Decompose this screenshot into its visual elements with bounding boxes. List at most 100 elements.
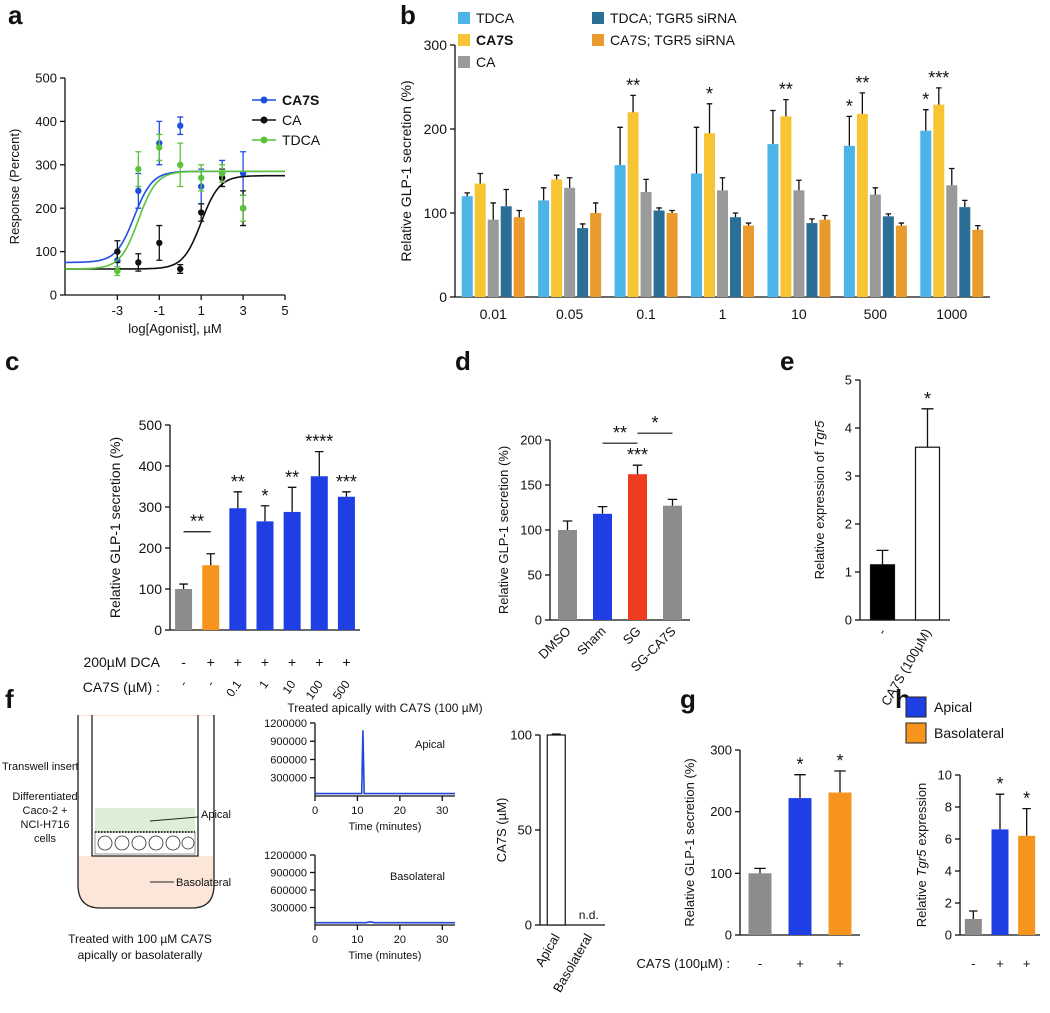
error-bar bbox=[632, 464, 643, 475]
y-tick-label: 1200000 bbox=[264, 850, 307, 862]
row-value: + bbox=[315, 654, 323, 670]
chart-title: Treated apically with CA7S (100 µM) bbox=[287, 701, 482, 715]
y-tick-label: 3 bbox=[845, 469, 852, 484]
bar bbox=[793, 190, 805, 297]
x-tick-label: 30 bbox=[436, 934, 448, 946]
x-tick-label: 5 bbox=[281, 303, 288, 318]
y-axis-label-part: Tgr5 bbox=[812, 420, 827, 448]
x-tick-label: 0.05 bbox=[556, 306, 583, 322]
error-bar bbox=[876, 549, 889, 565]
caption: Treated with 100 µM CA7S bbox=[68, 932, 212, 946]
error-bar bbox=[260, 505, 270, 522]
significance: ** bbox=[285, 467, 299, 487]
row-value: - bbox=[758, 956, 762, 971]
x-axis-label: Time (minutes) bbox=[349, 821, 422, 833]
label: Caco-2 + bbox=[23, 805, 68, 817]
y-tick-label: 300 bbox=[139, 499, 163, 515]
error-bar bbox=[969, 910, 978, 919]
y-tick-label: 0 bbox=[50, 288, 57, 303]
error-bar bbox=[179, 583, 188, 589]
x-axis-label: log[Agonist], µM bbox=[128, 321, 221, 336]
y-tick-label: 50 bbox=[528, 568, 542, 583]
row-value: + bbox=[996, 956, 1004, 971]
row-value: - bbox=[203, 678, 217, 689]
point bbox=[156, 144, 163, 151]
y-tick-label: 200 bbox=[424, 121, 448, 137]
x-tick-label: 10 bbox=[791, 306, 807, 322]
y-tick-label: 1 bbox=[845, 565, 852, 580]
y-axis-label: Response (Percent) bbox=[7, 129, 22, 245]
x-tick-label: 500 bbox=[864, 306, 888, 322]
row-value: + bbox=[1023, 956, 1031, 971]
legend-label: CA7S bbox=[282, 92, 319, 108]
point bbox=[135, 259, 142, 266]
bar bbox=[283, 511, 301, 630]
y-tick-label: 4 bbox=[945, 864, 952, 879]
y-axis-label: Relative GLP-1 secretion (%) bbox=[107, 437, 123, 618]
significance: * bbox=[261, 486, 268, 506]
bar bbox=[500, 206, 512, 297]
significance: *** bbox=[336, 472, 357, 492]
bar bbox=[743, 225, 754, 297]
y-tick-label: 200 bbox=[710, 804, 732, 819]
x-tick-label: 0 bbox=[312, 805, 318, 817]
error-bar bbox=[975, 224, 981, 230]
bar bbox=[882, 216, 894, 297]
y-tick-label: 300 bbox=[424, 37, 448, 53]
legend-marker bbox=[260, 116, 268, 124]
legend-swatch bbox=[458, 56, 470, 68]
row-label: CA7S (µM) : bbox=[83, 679, 160, 695]
error-bar bbox=[566, 177, 573, 188]
caption: apically or basolaterally bbox=[78, 948, 203, 962]
legend-swatch bbox=[592, 12, 604, 24]
y-tick-label: 500 bbox=[35, 71, 57, 86]
significance: *** bbox=[627, 445, 648, 465]
x-tick-label: -1 bbox=[154, 303, 166, 318]
label: Transwell insert bbox=[2, 761, 79, 773]
bar bbox=[991, 829, 1009, 935]
error-bar bbox=[706, 103, 713, 134]
bar bbox=[717, 190, 728, 297]
error-bar bbox=[551, 733, 561, 735]
bar bbox=[546, 734, 566, 926]
row-label: 200µM DCA bbox=[83, 654, 160, 670]
y-tick-label: 1200000 bbox=[264, 718, 307, 730]
apical-medium bbox=[95, 808, 195, 832]
significance: * bbox=[924, 389, 931, 409]
significance: * bbox=[846, 96, 853, 116]
y-tick-label: 8 bbox=[945, 800, 952, 815]
error-bar bbox=[667, 498, 678, 506]
y-tick-label: 0 bbox=[439, 289, 447, 305]
bar bbox=[614, 165, 626, 297]
y-tick-label: 2 bbox=[945, 896, 952, 911]
legend-swatch bbox=[905, 722, 927, 744]
y-tick-label: 400 bbox=[35, 114, 57, 129]
legend-label: CA7S bbox=[476, 32, 513, 48]
error-bar bbox=[516, 209, 522, 218]
legend-label: Apical bbox=[934, 699, 972, 715]
significance: ** bbox=[779, 80, 793, 100]
bar bbox=[788, 798, 812, 935]
y-tick-label: 0 bbox=[154, 622, 162, 638]
bar bbox=[628, 474, 647, 620]
x-tick-label: 0.1 bbox=[636, 306, 656, 322]
error-bar bbox=[859, 92, 866, 114]
error-bar bbox=[796, 179, 802, 191]
x-tick-label: 1 bbox=[198, 303, 205, 318]
y-axis-label: Relative expression of Tgr5 bbox=[812, 420, 827, 579]
x-tick-label: -3 bbox=[112, 303, 124, 318]
y-tick-label: 100 bbox=[424, 205, 448, 221]
fit-curve bbox=[65, 170, 285, 270]
error-bar bbox=[617, 126, 623, 166]
error-bar bbox=[233, 491, 243, 509]
legend-swatch bbox=[905, 696, 927, 718]
error-bar bbox=[503, 188, 509, 207]
significance: ** bbox=[190, 512, 204, 532]
error-bar bbox=[732, 212, 739, 218]
panel-letter: d bbox=[455, 346, 471, 376]
row-value: - bbox=[176, 678, 190, 689]
bar bbox=[564, 187, 576, 297]
legend-marker bbox=[260, 96, 268, 104]
error-bar bbox=[630, 94, 636, 113]
significance: **** bbox=[305, 432, 333, 452]
